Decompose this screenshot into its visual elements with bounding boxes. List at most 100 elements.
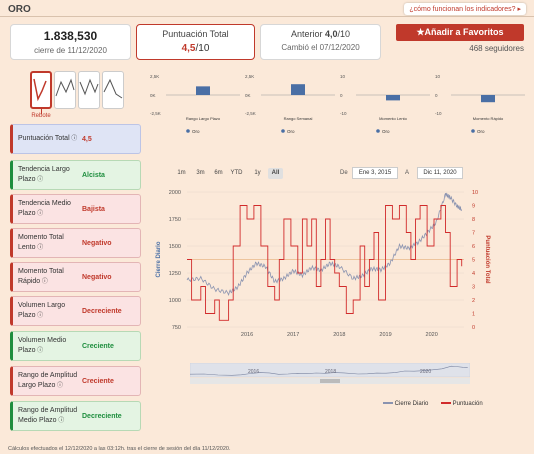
indicator-label: Rango de Amplitud Largo Plazo ⓘ	[18, 372, 78, 389]
rebote-marker	[41, 109, 42, 114]
indicator-label: Momento Total Rápido ⓘ	[18, 268, 64, 285]
mini-ymin: -2,5K	[150, 111, 161, 116]
mini-legend-dot	[281, 129, 285, 133]
indicator-6: Volumen Medio Plazo ⓘ Creciente	[10, 331, 141, 361]
rebote-label: Rebote	[31, 113, 51, 119]
pattern-thumb-rebote[interactable]	[30, 71, 52, 109]
indicator-0: Puntuación Total ⓘ 4,5	[10, 124, 141, 154]
how-indicators-link[interactable]: ¿cómo funcionan los indicadores? ▸	[404, 3, 526, 15]
score-label: Puntuación Total	[162, 29, 229, 39]
mini-chart-1: 2,5K 0K -2,5K Rango Semanal Oro	[245, 74, 335, 134]
add-favorites-button[interactable]: ★Añadir a Favoritos	[396, 24, 524, 41]
y-right-tick: 2	[472, 298, 475, 304]
indicator-label: Volumen Medio Plazo ⓘ	[18, 337, 67, 354]
range-button-5[interactable]: All	[268, 168, 283, 179]
legend-score[interactable]: Puntuación	[441, 401, 483, 407]
navigator-line	[190, 365, 468, 376]
pattern-thumb-2[interactable]	[54, 71, 76, 109]
header-divider	[0, 16, 534, 17]
y-left-tick: 1500	[169, 244, 181, 250]
range-button-0[interactable]: 1m	[177, 170, 186, 176]
score-card: Puntuación Total 4,5/10	[136, 24, 255, 60]
indicator-value: Creciente	[82, 342, 114, 350]
mini-ymid: 0K	[245, 93, 251, 98]
range-button-2[interactable]: 6m	[214, 170, 223, 176]
close-card: 1.838,530 cierre de 11/12/2020	[10, 24, 131, 60]
indicator-value: Decreciente	[82, 412, 122, 420]
info-icon[interactable]: ⓘ	[35, 313, 44, 319]
info-icon[interactable]: ⓘ	[56, 418, 65, 424]
x-tick: 2018	[333, 332, 345, 338]
indicator-2: Tendencia Medio Plazo ⓘ Bajista	[10, 194, 141, 224]
y-right-tick: 10	[472, 190, 478, 196]
y-left-tick: 750	[172, 325, 181, 331]
footer-note: Cálculos efectuados el 12/12/2020 a las …	[8, 446, 231, 452]
indicator-value: Negativo	[82, 273, 112, 281]
navigator-track[interactable]	[190, 363, 470, 378]
navigator-label: 2020	[420, 369, 431, 375]
mini-chart-3: 10 0 -10 Momento Rápido Oro	[435, 74, 525, 134]
series-puntuacion-line	[187, 205, 463, 321]
mini-ymin: -10	[340, 111, 347, 116]
page-title: ORO	[8, 4, 31, 15]
indicator-8: Rango de Amplitud Medio Plazo ⓘ Decrecien…	[10, 401, 141, 431]
navigator-label: 2018	[325, 369, 336, 375]
score-value: 4,5	[181, 43, 196, 54]
range-button-3[interactable]: YTD	[230, 170, 243, 176]
info-icon[interactable]: ⓘ	[40, 279, 48, 285]
legend-close[interactable]: Cierre Diario	[383, 401, 428, 407]
range-button-4[interactable]: 1y	[254, 170, 261, 176]
indicator-value: 4,5	[82, 135, 92, 143]
date-to-label: A	[405, 170, 410, 176]
mini-chart-0: 2,5K 0K -2,5K Rango Largo Plazo Oro	[150, 74, 240, 134]
close-value: 1.838,530	[43, 29, 98, 43]
indicator-value: Negativo	[82, 239, 112, 247]
info-icon[interactable]: ⓘ	[55, 383, 64, 389]
mini-legend-dot	[376, 129, 380, 133]
mini-legend-label: Oro	[382, 129, 390, 134]
mini-ymin: -10	[435, 111, 442, 116]
indicator-label: Puntuación Total ⓘ	[18, 135, 78, 142]
previous-card: Anterior 4,0/10 Cambió el 07/12/2020	[260, 24, 381, 60]
y-right-tick: 5	[472, 258, 475, 264]
indicator-label: Volumen Largo Plazo ⓘ	[18, 302, 66, 319]
navigator[interactable]: 2016 2018 2020	[190, 363, 470, 385]
navigator-scroll-thumb[interactable]	[320, 379, 340, 383]
mini-chart-name: Momento Lento	[379, 116, 408, 121]
indicator-5: Volumen Largo Plazo ⓘ Decreciente	[10, 296, 141, 326]
indicator-label: Tendencia Medio Plazo ⓘ	[18, 200, 71, 217]
y-left-tick: 1750	[169, 217, 181, 223]
indicator-value: Alcista	[82, 171, 105, 179]
mini-bar	[386, 95, 400, 101]
pattern-thumbnails	[30, 71, 124, 109]
date-to-input[interactable]: Dic 11, 2020	[417, 167, 463, 179]
close-date: cierre de 11/12/2020	[34, 46, 107, 55]
y-right-tick: 7	[472, 231, 475, 237]
info-icon[interactable]: ⓘ	[35, 211, 44, 217]
indicator-3: Momento Total Lento ⓘ Negativo	[10, 228, 141, 258]
pattern-thumb-4[interactable]	[102, 71, 124, 109]
mini-ymax: 10	[340, 74, 346, 79]
x-tick: 2017	[287, 332, 299, 338]
mini-legend-dot	[471, 129, 475, 133]
info-icon[interactable]: ⓘ	[69, 136, 78, 142]
y-left-tick: 1250	[169, 271, 181, 277]
previous-label: Anterior	[290, 29, 323, 39]
pattern-thumb-3[interactable]	[78, 71, 100, 109]
y-right-tick: 4	[472, 271, 475, 277]
mini-bar	[196, 86, 210, 95]
mini-ymin: -2,5K	[245, 111, 256, 116]
indicator-4: Momento Total Rápido ⓘ Negativo	[10, 262, 141, 292]
mini-legend-label: Oro	[287, 129, 295, 134]
y-left-label: Cierre Diario	[156, 241, 162, 277]
navigator-label: 2016	[248, 369, 259, 375]
main-chart: 750 1000 1250 1500 1750 2000 0 1 2 3 4 5 6 7 8 9 10 2016 2…	[156, 190, 490, 338]
x-tick: 2020	[426, 332, 438, 338]
info-icon[interactable]: ⓘ	[35, 177, 44, 183]
range-button-1[interactable]: 3m	[196, 170, 205, 176]
info-icon[interactable]: ⓘ	[35, 348, 44, 354]
date-from-input[interactable]: Ene 3, 2015	[352, 167, 398, 179]
y-right-tick: 3	[472, 285, 475, 291]
info-icon[interactable]: ⓘ	[35, 245, 44, 251]
indicator-label: Tendencia Largo Plazo ⓘ	[18, 166, 70, 183]
